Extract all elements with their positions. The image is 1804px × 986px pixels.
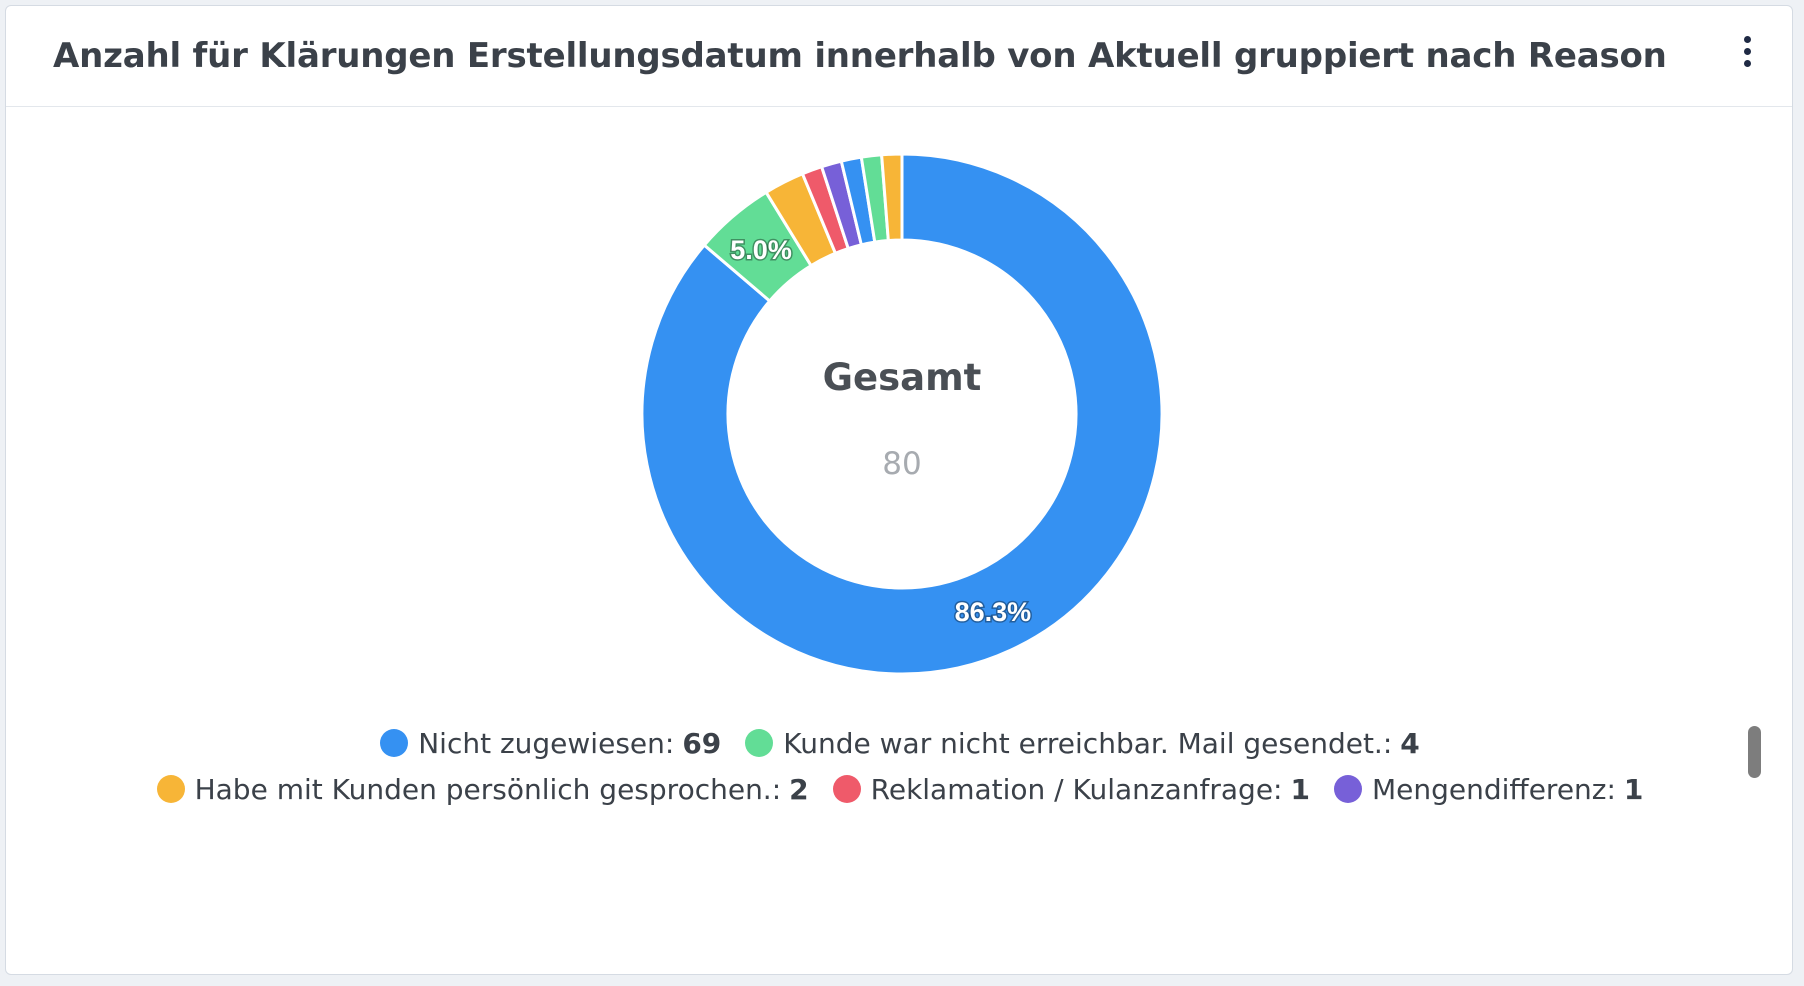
donut-center-total: 80 <box>882 446 921 482</box>
card-title: Anzahl für Klärungen Erstellungsdatum in… <box>53 36 1667 76</box>
slice-percent-label: 86.3% <box>955 597 1032 627</box>
legend-item[interactable]: Habe mit Kunden persönlich gesprochen.: 2 <box>156 772 809 806</box>
kebab-vertical-icon[interactable] <box>1740 36 1754 76</box>
donut-slices <box>640 152 1164 676</box>
legend-dot-icon <box>832 775 861 803</box>
legend-label: Reklamation / Kulanzanfrage: <box>870 772 1283 806</box>
legend-label: Mengendifferenz: <box>1371 772 1616 806</box>
legend-row: Nicht zugewiesen: 69 Kunde war nicht errei… <box>140 720 1660 766</box>
chart-legend: Nicht zugewiesen: 69 Kunde war nicht errei… <box>140 720 1660 812</box>
legend-count: 1 <box>1290 772 1310 806</box>
legend-count: 2 <box>789 772 809 806</box>
slice-percent-labels: 86.3% 5.0% <box>729 233 1033 628</box>
slice-percent-label: 5.0% <box>730 235 792 265</box>
donut-slice[interactable] <box>640 152 1164 676</box>
legend-item[interactable]: Mengendifferenz: 1 <box>1333 772 1644 806</box>
legend-label: Habe mit Kunden persönlich gesprochen.: <box>194 772 782 806</box>
legend-label: Nicht zugewiesen: <box>418 726 675 760</box>
legend-label: Kunde war nicht erreichbar. Mail gesende… <box>783 726 1393 760</box>
legend-count: 69 <box>682 726 722 760</box>
legend-count: 4 <box>1400 726 1420 760</box>
legend-dot-icon <box>1333 775 1362 803</box>
card-header: Anzahl für Klärungen Erstellungsdatum in… <box>6 6 1792 107</box>
legend-dot-icon <box>745 729 774 757</box>
legend-row: Habe mit Kunden persönlich gesprochen.: 2… <box>140 766 1660 812</box>
legend-item[interactable]: Kunde war nicht erreichbar. Mail gesende… <box>745 726 1420 760</box>
legend-item[interactable]: Reklamation / Kulanzanfrage: 1 <box>832 772 1310 806</box>
legend-scrollbar-thumb[interactable] <box>1748 726 1761 778</box>
donut-center-title: Gesamt <box>823 356 982 399</box>
legend-dot-icon <box>156 775 185 803</box>
legend-item[interactable]: Nicht zugewiesen: 69 <box>380 727 721 760</box>
legend-dot-icon <box>380 729 409 757</box>
legend-count: 1 <box>1623 772 1644 806</box>
donut-slice[interactable] <box>879 152 904 243</box>
